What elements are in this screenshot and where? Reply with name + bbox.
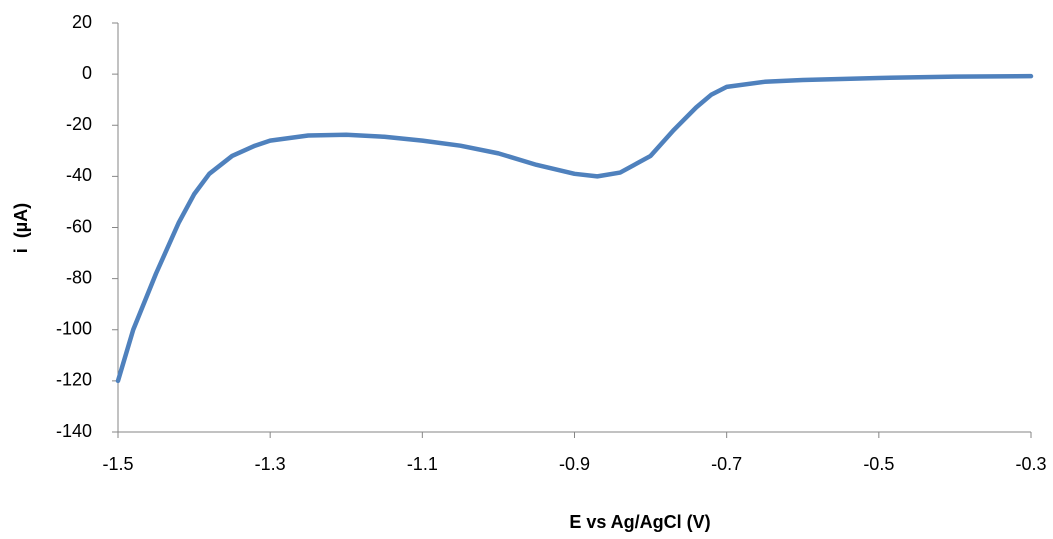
- y-tick-label: 20: [72, 12, 92, 32]
- data-line: [115, 73, 1034, 384]
- y-tick-label: -40: [66, 165, 92, 185]
- y-axis-title: i (µA): [11, 203, 31, 253]
- x-tick-label: -1.3: [255, 454, 286, 474]
- x-tick-label: -0.7: [711, 454, 742, 474]
- y-tick-label: -60: [66, 216, 92, 236]
- x-tick-label: -1.5: [102, 454, 133, 474]
- y-tick-label: -140: [56, 421, 92, 441]
- x-tick-label: -1.1: [407, 454, 438, 474]
- y-tick-label: -20: [66, 114, 92, 134]
- x-axis-title: E vs Ag/AgCl (V): [569, 512, 710, 532]
- y-tick-label: -120: [56, 370, 92, 390]
- x-tick-label: -0.3: [1015, 454, 1046, 474]
- y-tick-label: -80: [66, 267, 92, 287]
- x-tick-label: -0.9: [559, 454, 590, 474]
- x-tick-label: -0.5: [863, 454, 894, 474]
- y-tick-label: -100: [56, 319, 92, 339]
- y-tick-label: 0: [82, 63, 92, 83]
